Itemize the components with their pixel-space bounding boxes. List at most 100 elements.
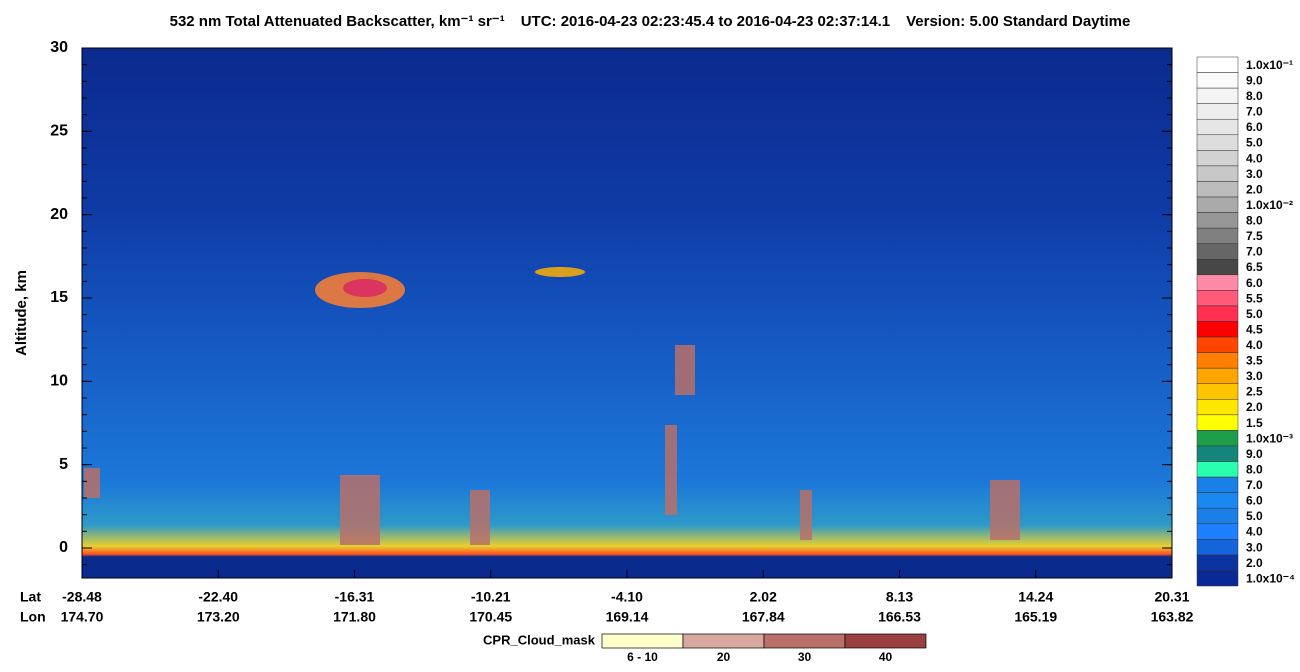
cpr-feature [800, 490, 812, 540]
lon-row-label: Lon [20, 609, 46, 625]
y-tick-label: 0 [59, 539, 68, 556]
cpr-label: 30 [798, 650, 812, 664]
cloud-feature [343, 279, 387, 297]
y-tick-label: 20 [50, 206, 68, 223]
colorbar-label: 8.0 [1246, 462, 1263, 476]
colorbar-swatch [1196, 259, 1239, 276]
colorbar-label: 1.0x10⁻² [1246, 198, 1293, 212]
cpr-feature [470, 490, 490, 545]
colorbar-swatch [1196, 150, 1239, 167]
lat-label: -22.40 [198, 589, 238, 605]
colorbar-label: 8.0 [1246, 89, 1263, 103]
colorbar-label: 2.0 [1246, 400, 1263, 414]
cpr-swatch [682, 633, 765, 649]
lon-label: 165.19 [1014, 609, 1057, 625]
colorbar-swatch [1196, 352, 1239, 369]
colorbar-swatch [1196, 507, 1239, 525]
cpr-swatch [844, 633, 927, 649]
lat-label: 2.02 [750, 589, 777, 605]
cloud-feature [535, 267, 585, 277]
colorbar-label: 1.0x10⁻⁴ [1246, 571, 1295, 585]
colorbar-swatch [1196, 367, 1239, 384]
lon-label: 167.84 [742, 609, 785, 625]
colorbar-label: 9.0 [1246, 74, 1263, 88]
colorbar-swatch [1196, 56, 1239, 73]
y-tick-label: 30 [50, 39, 68, 56]
colorbar-label: 5.0 [1246, 307, 1263, 321]
lat-label: 8.13 [886, 589, 913, 605]
lat-label: -28.48 [62, 589, 102, 605]
lon-label: 166.53 [878, 609, 921, 625]
colorbar-label: 4.0 [1246, 151, 1263, 165]
colorbar-label: 3.0 [1246, 369, 1263, 383]
colorbar-label: 6.0 [1246, 276, 1263, 290]
colorbar-label: 5.0 [1246, 136, 1263, 150]
colorbar-label: 4.5 [1246, 322, 1263, 336]
colorbar-label: 7.0 [1246, 245, 1263, 259]
colorbar-label: 7.0 [1246, 478, 1263, 492]
colorbar-swatch [1196, 87, 1239, 104]
colorbar-swatch [1196, 181, 1239, 198]
colorbar-label: 6.0 [1246, 494, 1263, 508]
colorbar-label: 3.0 [1246, 167, 1263, 181]
colorbar-swatch [1196, 118, 1239, 136]
colorbar-swatch [1196, 274, 1239, 291]
colorbar-label: 6.0 [1246, 120, 1263, 134]
colorbar-swatch [1196, 383, 1239, 400]
colorbar-swatch [1196, 103, 1239, 120]
lat-label: 20.31 [1154, 589, 1189, 605]
colorbar-swatch [1196, 72, 1239, 89]
chart-title: 532 nm Total Attenuated Backscatter, km⁻… [170, 13, 505, 30]
cpr-label: 6 - 10 [627, 650, 658, 664]
colorbar-swatch [1196, 461, 1239, 478]
version: Version: 5.00 Standard Daytime [906, 13, 1130, 30]
lon-label: 163.82 [1151, 609, 1194, 625]
cpr-label: 20 [717, 650, 731, 664]
colorbar-swatch [1196, 212, 1239, 229]
lon-label: 169.14 [606, 609, 649, 625]
colorbar-label: 2.0 [1246, 556, 1263, 570]
colorbar-label: 3.5 [1246, 354, 1263, 368]
colorbar-swatch [1196, 243, 1239, 260]
colorbar-swatch [1196, 430, 1239, 447]
lat-label: -16.31 [335, 589, 375, 605]
colorbar-swatch [1196, 196, 1239, 213]
colorbar-swatch [1196, 321, 1239, 338]
lat-label: -4.10 [611, 589, 643, 605]
colorbar-label: 1.5 [1246, 416, 1263, 430]
lon-label: 174.70 [61, 609, 104, 625]
colorbar-label: 4.0 [1246, 338, 1263, 352]
colorbar-label: 8.0 [1246, 214, 1263, 228]
colorbar-label: 5.0 [1246, 509, 1263, 523]
colorbar-label: 7.0 [1246, 105, 1263, 119]
colorbar-swatch [1196, 492, 1239, 509]
colorbar-swatch [1196, 227, 1239, 244]
y-tick-label: 15 [50, 289, 68, 306]
cpr-feature [990, 480, 1020, 540]
colorbar-swatch [1196, 523, 1239, 540]
cpr-feature [675, 345, 695, 395]
colorbar-swatch [1196, 399, 1239, 416]
colorbar-label: 6.5 [1246, 260, 1263, 274]
lat-label: 14.24 [1018, 589, 1053, 605]
colorbar-swatch [1196, 305, 1239, 322]
colorbar-label: 5.5 [1246, 291, 1263, 305]
cpr-feature [84, 468, 100, 498]
lon-label: 171.80 [333, 609, 376, 625]
cpr-feature [340, 475, 380, 545]
colorbar-swatch [1196, 570, 1239, 587]
lat-label: -10.21 [471, 589, 511, 605]
title-row: 532 nm Total Attenuated Backscatter, km⁻… [170, 13, 1131, 30]
colorbar-swatch [1196, 554, 1239, 571]
colorbar-swatch [1196, 445, 1239, 462]
y-tick-label: 10 [50, 373, 68, 390]
colorbar-label: 2.0 [1246, 182, 1263, 196]
colorbar-label: 4.0 [1246, 525, 1263, 539]
colorbar-label: 3.0 [1246, 540, 1263, 554]
y-tick-label: 5 [59, 456, 68, 473]
colorbar-label: 1.0x10⁻³ [1246, 431, 1293, 445]
cpr-swatch [601, 633, 684, 649]
cpr-label: 40 [879, 650, 893, 664]
lon-label: 170.45 [469, 609, 512, 625]
